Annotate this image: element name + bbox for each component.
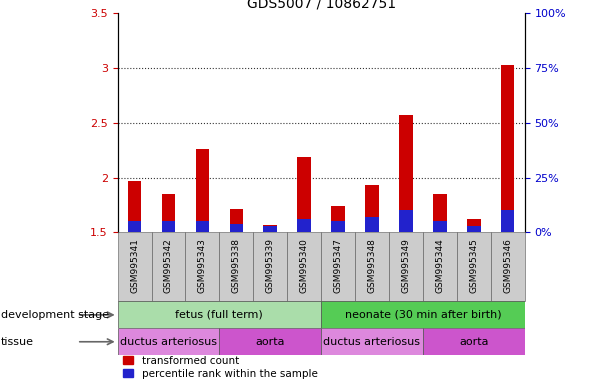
Bar	[365, 185, 379, 232]
Bar	[467, 226, 481, 232]
Text: GSM995339: GSM995339	[266, 238, 275, 293]
Bar	[399, 115, 412, 232]
FancyBboxPatch shape	[423, 232, 457, 301]
Bar	[230, 223, 243, 232]
Text: fetus (full term): fetus (full term)	[175, 310, 264, 320]
Bar	[501, 210, 514, 232]
Text: GSM995344: GSM995344	[435, 238, 444, 293]
Legend: transformed count, percentile rank within the sample: transformed count, percentile rank withi…	[123, 356, 317, 379]
Text: development stage: development stage	[1, 310, 109, 320]
Bar	[433, 221, 447, 232]
Text: GSM995347: GSM995347	[333, 238, 343, 293]
Bar	[467, 219, 481, 232]
FancyBboxPatch shape	[219, 232, 253, 301]
FancyBboxPatch shape	[321, 301, 525, 328]
Text: GSM995341: GSM995341	[130, 238, 139, 293]
Text: GSM995338: GSM995338	[232, 238, 241, 293]
Bar	[399, 210, 412, 232]
Text: neonate (30 min after birth): neonate (30 min after birth)	[344, 310, 501, 320]
Bar	[433, 194, 447, 232]
FancyBboxPatch shape	[491, 232, 525, 301]
FancyBboxPatch shape	[321, 232, 355, 301]
FancyBboxPatch shape	[186, 232, 219, 301]
Bar	[501, 65, 514, 232]
Bar	[297, 219, 311, 232]
Text: tissue: tissue	[1, 337, 34, 347]
Text: ductus arteriosus: ductus arteriosus	[323, 337, 420, 347]
FancyBboxPatch shape	[287, 232, 321, 301]
FancyBboxPatch shape	[457, 232, 491, 301]
Text: GSM995345: GSM995345	[469, 238, 478, 293]
Bar	[331, 221, 345, 232]
FancyBboxPatch shape	[423, 328, 525, 355]
Bar	[195, 149, 209, 232]
FancyBboxPatch shape	[151, 232, 186, 301]
Bar	[162, 194, 175, 232]
Bar	[264, 226, 277, 232]
FancyBboxPatch shape	[355, 232, 389, 301]
Bar	[128, 181, 141, 232]
Text: ductus arteriosus: ductus arteriosus	[120, 337, 217, 347]
Bar	[297, 157, 311, 232]
Text: aorta: aorta	[256, 337, 285, 347]
Text: GSM995349: GSM995349	[402, 238, 411, 293]
Text: GSM995348: GSM995348	[367, 238, 376, 293]
Text: aorta: aorta	[459, 337, 488, 347]
Bar	[331, 206, 345, 232]
FancyBboxPatch shape	[389, 232, 423, 301]
FancyBboxPatch shape	[253, 232, 287, 301]
Bar	[128, 221, 141, 232]
Text: GSM995340: GSM995340	[300, 238, 309, 293]
FancyBboxPatch shape	[118, 328, 219, 355]
FancyBboxPatch shape	[219, 328, 321, 355]
Text: GSM995342: GSM995342	[164, 238, 173, 293]
Bar	[162, 221, 175, 232]
FancyBboxPatch shape	[118, 232, 151, 301]
Bar	[365, 217, 379, 232]
Bar	[195, 221, 209, 232]
Bar	[230, 209, 243, 232]
FancyBboxPatch shape	[118, 301, 321, 328]
Text: GSM995346: GSM995346	[503, 238, 512, 293]
Title: GDS5007 / 10862751: GDS5007 / 10862751	[247, 0, 396, 11]
Bar	[264, 225, 277, 232]
Text: GSM995343: GSM995343	[198, 238, 207, 293]
FancyBboxPatch shape	[321, 328, 423, 355]
